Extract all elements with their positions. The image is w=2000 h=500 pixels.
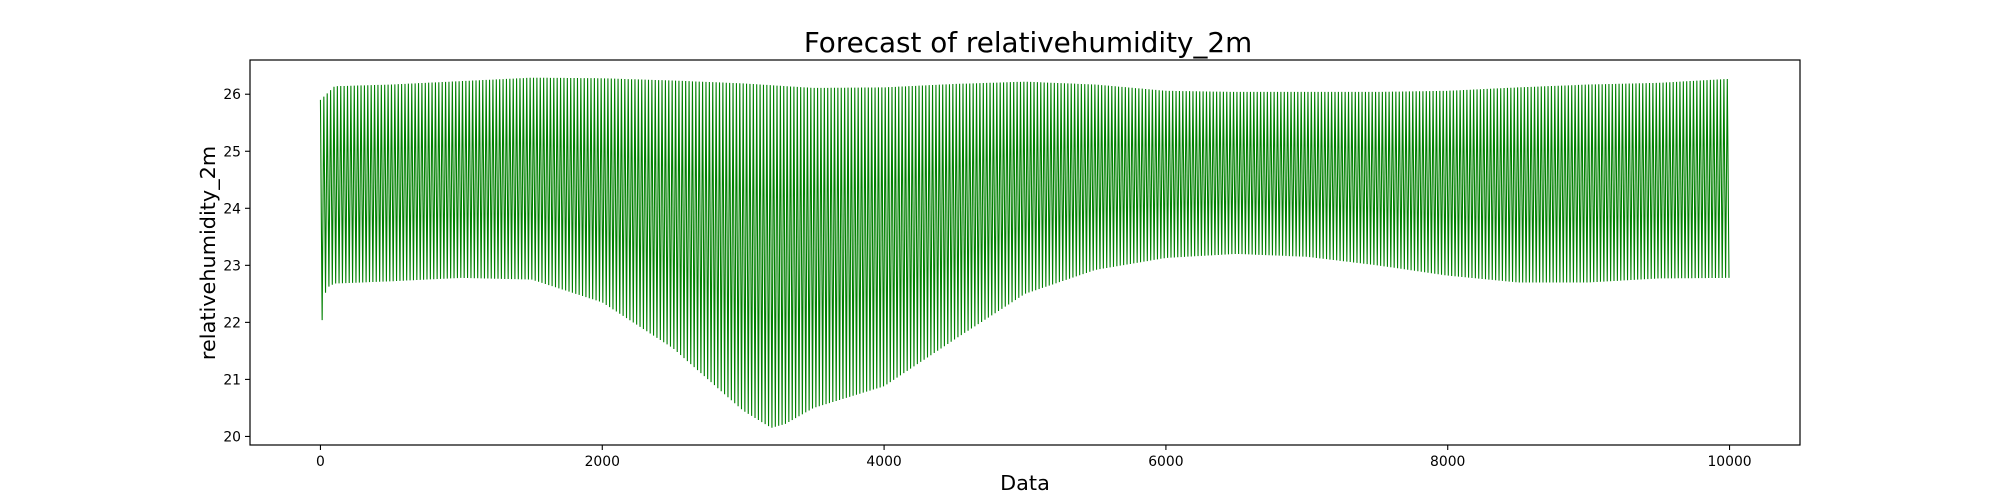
y-tick-label: 23 (223, 258, 241, 274)
x-tick-label: 10000 (1707, 454, 1751, 470)
series-layer (319, 77, 1730, 428)
x-axis: 0 2000 4000 6000 8000 10000 (316, 445, 1752, 470)
y-tick-label: 24 (223, 201, 241, 217)
chart-title: Forecast of relativehumidity_2m (804, 26, 1252, 59)
y-tick-label: 26 (223, 87, 241, 103)
x-tick-label: 8000 (1430, 454, 1465, 470)
x-axis-label: Data (1000, 471, 1050, 495)
x-tick-label: 6000 (1148, 454, 1183, 470)
y-axis: 20 21 22 23 24 25 26 (223, 87, 250, 445)
plot-frame (249, 59, 1801, 446)
y-tick-label: 21 (223, 372, 241, 388)
x-tick-label: 0 (316, 454, 325, 470)
x-tick-label: 2000 (585, 454, 620, 470)
series-line-0 (319, 77, 1730, 428)
x-tick-label: 4000 (866, 454, 901, 470)
y-tick-label: 25 (223, 144, 241, 160)
y-axis-label: relativehumidity_2m (196, 146, 220, 360)
y-tick-label: 22 (223, 315, 241, 331)
y-tick-label: 20 (223, 429, 241, 445)
